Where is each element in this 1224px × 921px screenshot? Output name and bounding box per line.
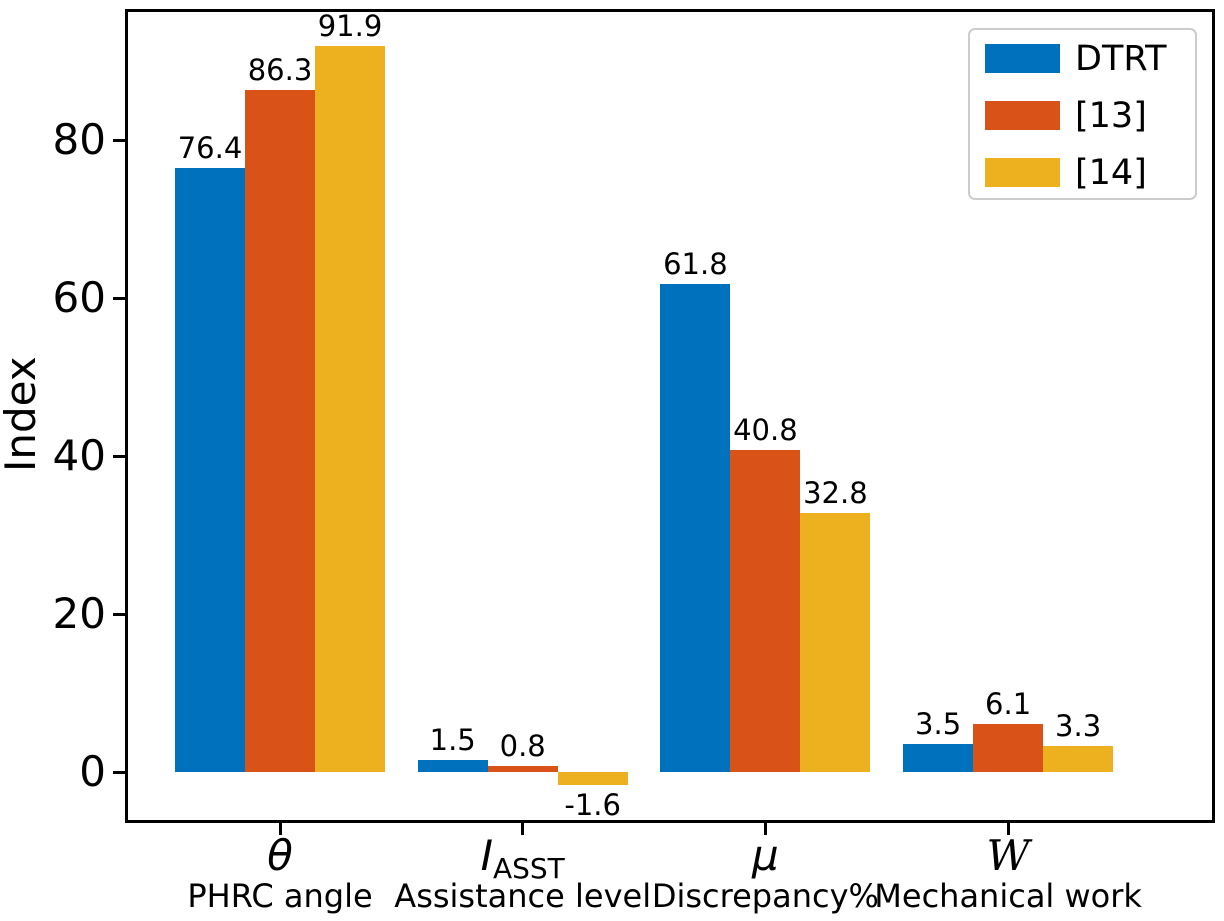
bar-ref13-i-asst xyxy=(487,765,558,772)
x-tick xyxy=(763,823,767,835)
y-tick-label: 60 xyxy=(52,273,106,322)
y-tick-label: 20 xyxy=(52,589,106,638)
bar-ref13-theta xyxy=(245,90,315,772)
plot-area xyxy=(125,9,1215,823)
y-tick xyxy=(113,138,125,142)
bar-value-label: 1.5 xyxy=(429,723,476,758)
bar-value-label: 3.3 xyxy=(1055,708,1102,743)
x-category-symbol-theta: θ xyxy=(267,831,293,881)
y-tick xyxy=(113,454,125,458)
x-category-symbol-mu: μ xyxy=(752,831,779,881)
category-symbol-text: μ xyxy=(752,831,779,880)
bar-value-label: 76.4 xyxy=(177,131,243,166)
legend-label-dtrt: DTRT xyxy=(1075,38,1167,79)
x-tick xyxy=(1006,823,1010,835)
legend-row-ref13: [13] xyxy=(985,95,1195,136)
legend-swatch-ref14 xyxy=(985,158,1060,187)
bar-value-label: 0.8 xyxy=(499,728,546,763)
category-symbol-text: θ xyxy=(267,831,293,880)
legend-label-ref13: [13] xyxy=(1075,95,1147,136)
bar-value-label: 32.8 xyxy=(803,475,868,510)
bar-value-label: 91.9 xyxy=(317,8,383,43)
y-tick xyxy=(113,770,125,774)
bar-dtrt-i-asst xyxy=(417,760,488,772)
x-category-label-w: Mechanical work xyxy=(874,877,1142,915)
bar-ref13-mu xyxy=(730,449,801,772)
legend-row-dtrt: DTRT xyxy=(985,38,1195,79)
x-tick xyxy=(278,823,282,835)
bar-value-label: 3.5 xyxy=(915,707,962,742)
legend: DTRT [13] [14] xyxy=(968,28,1197,200)
y-tick xyxy=(113,296,125,300)
legend-swatch-ref13 xyxy=(985,101,1060,130)
category-symbol-subscript: ASST xyxy=(492,852,565,885)
bar-value-label: -1.6 xyxy=(564,787,621,822)
category-symbol-text: W xyxy=(986,831,1030,880)
x-category-label-i-asst: Assistance level xyxy=(394,877,652,915)
bar-ref14-mu xyxy=(800,512,871,772)
legend-label-ref14: [14] xyxy=(1075,152,1147,193)
y-tick-label: 80 xyxy=(52,115,106,164)
y-tick xyxy=(113,612,125,616)
bar-ref13-w xyxy=(973,723,1044,772)
bar-ref14-w xyxy=(1043,745,1114,772)
bar-value-label: 86.3 xyxy=(247,53,313,88)
x-category-symbol-w: W xyxy=(987,831,1030,881)
bar-ref14-i-asst xyxy=(557,772,628,785)
x-tick xyxy=(521,823,525,835)
bar-dtrt-mu xyxy=(660,283,731,772)
bar-dtrt-theta xyxy=(175,168,245,772)
y-tick-label: 40 xyxy=(52,431,106,480)
bar-ref14-theta xyxy=(315,45,385,772)
bar-value-label: 6.1 xyxy=(985,686,1032,721)
bar-value-label: 40.8 xyxy=(733,412,798,447)
legend-row-ref14: [14] xyxy=(985,152,1195,193)
x-category-label-mu: Discrepancy% xyxy=(651,877,879,915)
y-tick-label: 0 xyxy=(79,747,106,796)
bar-dtrt-w xyxy=(903,744,974,772)
x-category-label-theta: PHRC angle xyxy=(187,877,373,915)
category-symbol-text: I xyxy=(480,831,493,880)
legend-swatch-dtrt xyxy=(985,44,1060,73)
bar-value-label: 61.8 xyxy=(663,246,728,281)
x-category-symbol-i-asst: IASST xyxy=(480,831,565,885)
